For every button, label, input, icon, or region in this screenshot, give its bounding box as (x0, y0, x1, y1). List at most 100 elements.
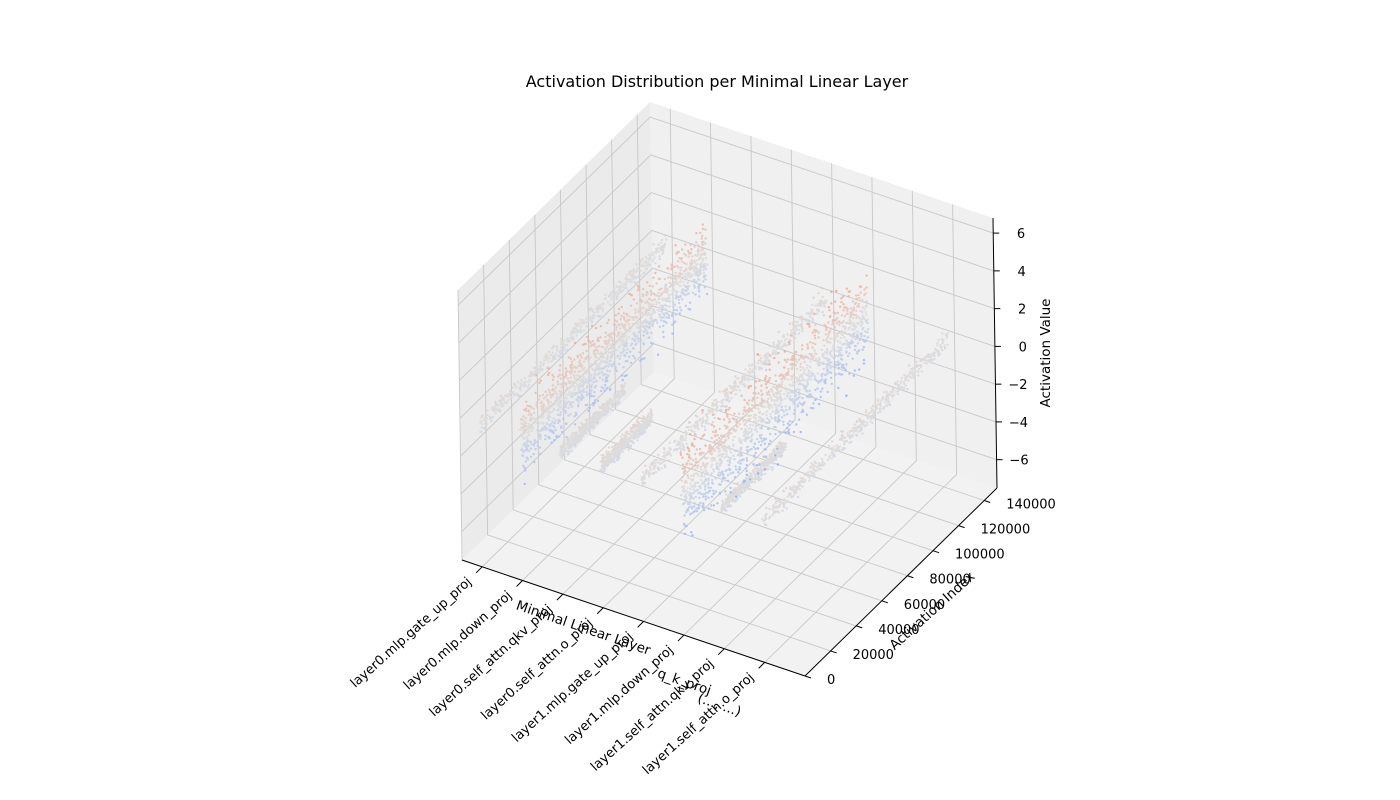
data-point (778, 504, 781, 507)
data-point (561, 373, 564, 377)
data-point (743, 479, 747, 482)
data-point (811, 471, 814, 474)
data-point (752, 416, 755, 419)
data-point (818, 358, 821, 361)
data-point (677, 447, 680, 450)
data-point (727, 436, 730, 440)
data-point (558, 369, 561, 372)
data-point (664, 308, 667, 311)
data-point (588, 364, 591, 368)
data-point (599, 389, 603, 393)
data-point (655, 302, 658, 306)
data-point (685, 481, 688, 484)
data-point (560, 405, 563, 408)
data-point (685, 278, 689, 281)
data-point (534, 447, 537, 451)
data-point (532, 411, 536, 415)
data-point (809, 470, 812, 473)
data-point (744, 374, 747, 378)
data-point (611, 409, 614, 412)
data-point (619, 318, 622, 321)
data-point (709, 486, 712, 489)
data-point (759, 478, 763, 481)
data-point (693, 437, 696, 441)
data-point (710, 504, 713, 507)
data-point (927, 360, 931, 363)
data-point (771, 457, 774, 460)
data-point (725, 425, 728, 428)
data-point (532, 407, 535, 410)
data-point (724, 508, 727, 512)
data-point (593, 390, 596, 394)
data-point (777, 404, 780, 407)
data-point (725, 493, 728, 496)
data-point (700, 422, 703, 425)
data-point (691, 492, 694, 495)
data-point (691, 480, 694, 483)
data-point (900, 385, 904, 388)
data-point (875, 405, 878, 408)
data-point (668, 441, 671, 444)
data-point (828, 371, 832, 374)
data-point (743, 423, 746, 426)
data-point (683, 532, 687, 535)
data-point (771, 514, 774, 517)
data-point (788, 406, 791, 409)
data-point (760, 440, 764, 443)
data-point (547, 415, 551, 418)
data-point (716, 406, 719, 409)
data-point (853, 369, 856, 372)
data-point (638, 299, 642, 302)
data-point (600, 354, 603, 357)
data-point (813, 475, 816, 478)
data-point (801, 478, 804, 481)
data-point (845, 321, 848, 325)
data-point (809, 360, 812, 363)
data-point (593, 424, 596, 427)
data-point (695, 415, 699, 418)
data-point (747, 419, 751, 423)
data-point (662, 447, 666, 450)
data-point (660, 467, 663, 470)
data-point (772, 451, 775, 454)
data-point (829, 327, 832, 330)
data-point (637, 331, 640, 334)
data-point (847, 295, 850, 298)
data-point (693, 430, 696, 434)
data-point (546, 373, 550, 377)
data-point (754, 417, 758, 420)
data-point (582, 373, 585, 377)
data-point (618, 338, 622, 342)
data-point (711, 478, 714, 482)
data-point (771, 390, 774, 393)
data-point (774, 379, 778, 383)
data-point (601, 470, 605, 473)
data-point (771, 406, 774, 409)
data-point (660, 316, 664, 319)
data-point (842, 363, 845, 367)
data-point (683, 467, 686, 470)
data-point (656, 294, 660, 298)
data-point (667, 316, 671, 320)
data-point (854, 345, 857, 348)
data-point (824, 378, 827, 381)
data-point (686, 500, 690, 504)
data-point (573, 423, 577, 426)
data-point (722, 390, 725, 393)
data-point (665, 316, 668, 319)
data-point (798, 388, 801, 391)
data-point (839, 357, 843, 360)
data-point (706, 263, 709, 266)
data-point (706, 418, 709, 421)
data-point (806, 378, 809, 382)
data-point (678, 257, 681, 260)
data-point (760, 462, 763, 465)
data-point (680, 485, 684, 488)
data-point (687, 425, 690, 429)
data-point (617, 331, 620, 334)
data-point (826, 348, 829, 351)
data-point (644, 471, 648, 475)
data-point (820, 457, 824, 461)
data-point (884, 401, 887, 404)
data-point (858, 297, 861, 300)
